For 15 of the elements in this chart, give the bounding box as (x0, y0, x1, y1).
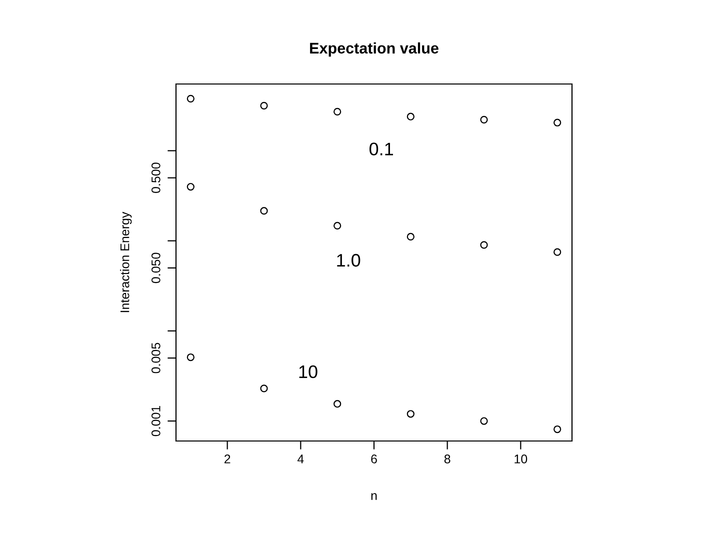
series-label: 0.1 (369, 142, 394, 156)
x-tick-label: 8 (444, 454, 450, 464)
series-label: 1.0 (337, 254, 360, 267)
x-axis-title: n (371, 493, 377, 500)
y-axis-title: Interaction Energy (120, 212, 132, 312)
x-tick-label: 4 (297, 454, 304, 464)
x-tick-label: 6 (371, 454, 377, 464)
y-tick-label: 0.001 (151, 406, 160, 436)
series-label: 10 (299, 365, 318, 378)
x-tick-label: 2 (224, 454, 230, 464)
chart-title: Expectation value (310, 42, 438, 57)
y-tick-label: 0.005 (151, 342, 160, 374)
x-tick-label: 10 (514, 454, 528, 464)
y-tick-label: 0.500 (151, 162, 160, 193)
y-tick-label: 0.050 (151, 252, 160, 284)
